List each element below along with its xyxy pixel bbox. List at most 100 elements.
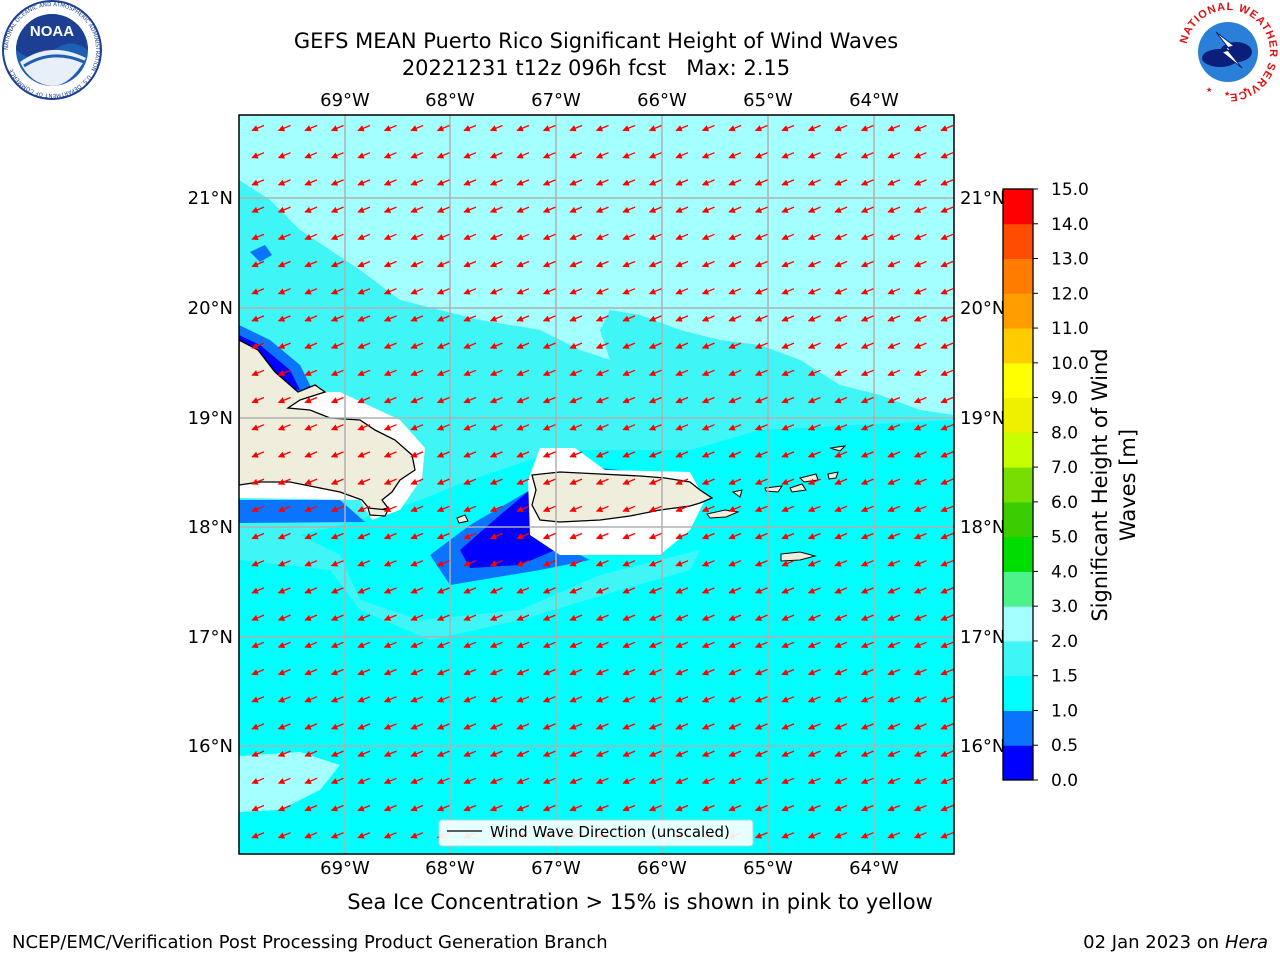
wave-direction-arrow [781, 342, 795, 349]
wave-direction-arrow [860, 804, 874, 812]
wave-direction-arrow [781, 777, 795, 785]
wave-direction-arrow [622, 315, 636, 322]
wave-direction-arrow [648, 478, 662, 485]
colorbar-tick-label: 4.0 [1051, 562, 1078, 582]
wave-direction-arrow [304, 696, 318, 703]
wave-direction-arrow [807, 532, 821, 540]
wave-direction-arrow [277, 668, 291, 676]
wave-direction-arrow [807, 206, 821, 213]
wave-direction-arrow [277, 179, 291, 186]
wave-direction-arrow [622, 560, 636, 567]
wave-direction-arrow [436, 124, 450, 132]
colorbar-segment [1003, 571, 1033, 607]
wave-direction-arrow [410, 152, 424, 159]
wave-direction-arrow [807, 315, 821, 322]
wave-direction-arrow [807, 369, 821, 377]
wave-direction-arrow [648, 777, 662, 785]
wave-direction-arrow [595, 206, 609, 213]
wave-direction-arrow [569, 478, 583, 485]
wave-direction-arrow [913, 750, 927, 757]
wave-direction-arrow [542, 342, 556, 349]
wave-direction-arrow [622, 478, 636, 485]
wave-direction-arrow [834, 206, 848, 213]
wave-direction-arrow [569, 750, 583, 757]
wave-direction-arrow [357, 451, 371, 458]
wave-direction-arrow [781, 505, 795, 513]
wave-direction-arrow [595, 124, 609, 132]
wave-direction-arrow [251, 288, 265, 295]
wave-direction-arrow [357, 777, 371, 785]
wave-direction-arrow [701, 260, 715, 268]
wave-direction-arrow [595, 369, 609, 377]
wave-direction-arrow [834, 233, 848, 241]
wave-direction-arrow [595, 777, 609, 785]
wave-direction-arrow [728, 804, 742, 812]
wave-direction-arrow [383, 369, 397, 377]
wave-direction-arrow [251, 342, 265, 349]
wave-direction-arrow [728, 696, 742, 703]
wave-direction-arrow [860, 532, 874, 540]
wave-direction-arrow [675, 777, 689, 785]
wave-direction-arrow [913, 451, 927, 458]
wave-direction-arrow [622, 587, 636, 594]
wave-direction-arrow [648, 124, 662, 132]
lat-label-right: 19°N [960, 408, 1005, 429]
wave-direction-arrow [807, 750, 821, 757]
wave-direction-arrow [569, 288, 583, 295]
wave-direction-arrow [781, 451, 795, 458]
wave-direction-arrow [622, 124, 636, 132]
wave-direction-arrow [940, 152, 954, 159]
wave-direction-arrow [834, 777, 848, 785]
wave-direction-arrow [595, 288, 609, 295]
wave-direction-arrow [887, 233, 901, 241]
wave-direction-arrow [304, 804, 318, 812]
colorbar-tick-label: 0.5 [1051, 736, 1078, 756]
wave-direction-arrow [622, 369, 636, 377]
lat-label-left: 17°N [188, 627, 233, 648]
lat-label-right: 21°N [960, 188, 1005, 209]
wave-direction-arrow [648, 424, 662, 431]
colorbar-segment [1003, 328, 1033, 364]
wave-direction-arrow [489, 560, 503, 567]
colorbar-segment [1003, 223, 1033, 260]
wave-direction-arrow [251, 777, 265, 785]
wave-direction-arrow [940, 505, 954, 513]
wave-direction-arrow [489, 233, 503, 241]
wave-direction-arrow [860, 206, 874, 213]
wave-direction-arrow [754, 641, 768, 649]
lat-label-right: 16°N [960, 736, 1005, 757]
wave-direction-arrow [595, 233, 609, 241]
wave-direction-arrow [383, 505, 397, 513]
wave-direction-arrow [754, 696, 768, 703]
wave-direction-arrow [410, 641, 424, 649]
wave-direction-arrow [913, 396, 927, 404]
wave-direction-arrow [277, 396, 291, 404]
wave-direction-arrow [622, 288, 636, 295]
noaa-logo-text: NOAA [30, 23, 74, 40]
wave-direction-arrow [436, 723, 450, 730]
wave-direction-arrow [569, 532, 583, 540]
wave-direction-arrow [595, 804, 609, 812]
wave-direction-arrow [913, 614, 927, 621]
wave-direction-arrow [622, 804, 636, 812]
wave-direction-arrow [622, 152, 636, 159]
wave-direction-arrow [516, 396, 530, 404]
wave-direction-arrow [251, 478, 265, 485]
wave-direction-arrow [357, 124, 371, 132]
wave-direction-arrow [542, 505, 556, 513]
wave-direction-arrow [463, 641, 477, 649]
wave-direction-arrow [887, 668, 901, 676]
wave-direction-arrow [913, 560, 927, 567]
wave-direction-arrow [807, 804, 821, 812]
wave-direction-arrow [781, 614, 795, 621]
wave-direction-arrow [940, 478, 954, 485]
wave-direction-arrow [304, 723, 318, 730]
wave-direction-arrow [277, 587, 291, 594]
map-area [239, 115, 954, 854]
wave-direction-arrow [330, 696, 344, 703]
wave-direction-arrow [940, 315, 954, 322]
wave-direction-arrow [860, 152, 874, 159]
wave-direction-arrow [940, 723, 954, 730]
wave-direction-arrow [887, 315, 901, 322]
wave-direction-arrow [701, 233, 715, 241]
